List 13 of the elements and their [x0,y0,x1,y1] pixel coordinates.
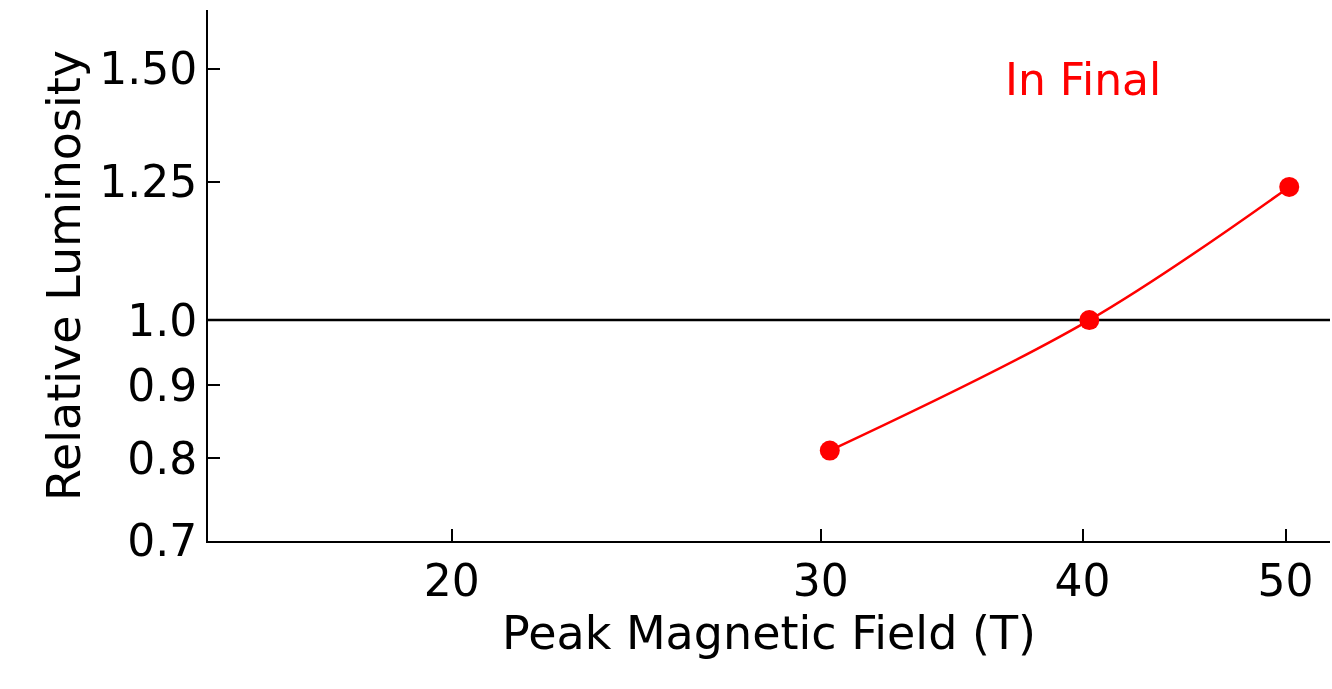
x-tick-label: 20 [423,554,480,606]
y-tick-label: 0.7 [127,515,198,567]
text: In Final [1005,54,1162,105]
x-tick-label: 40 [1054,554,1111,606]
y-tick-label: 1.25 [99,156,198,208]
x-tick-label: 50 [1257,554,1314,606]
y-tick-label: 1.0 [127,294,198,346]
y-tick-label: 1.50 [99,43,198,95]
y-tick-label: 0.8 [127,432,198,484]
y-tick-label: 0.9 [127,359,198,411]
x-axis-title: Peak Magnetic Field (T) [502,605,1036,660]
x-tick-label: 30 [792,554,849,606]
y-axis-title: Relative Luminosity [37,50,92,501]
